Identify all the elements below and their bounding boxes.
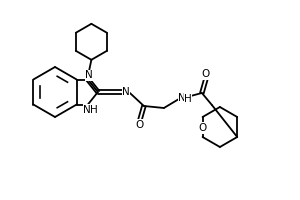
Text: O: O <box>202 69 210 79</box>
Text: O: O <box>199 123 207 133</box>
Text: O: O <box>136 120 144 130</box>
Text: H: H <box>184 94 192 104</box>
Text: N: N <box>122 87 130 97</box>
Text: H: H <box>90 105 98 115</box>
Text: N: N <box>178 93 186 103</box>
Text: N: N <box>83 105 91 115</box>
Text: N: N <box>85 71 93 80</box>
